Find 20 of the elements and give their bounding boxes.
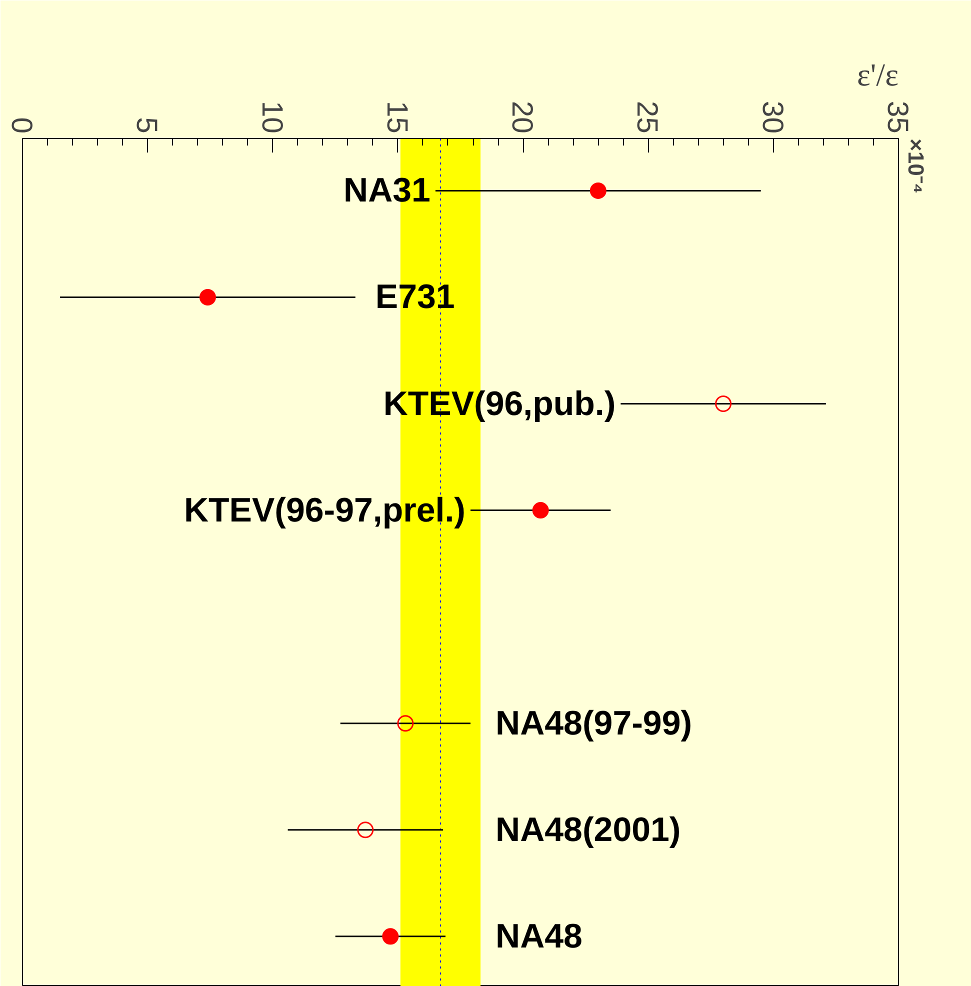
x-tick-label: 15 bbox=[380, 100, 414, 134]
x-axis-title: ε'/ε bbox=[856, 56, 898, 92]
y-tick-label: NA48(97-99) bbox=[496, 704, 692, 742]
x-tick-label: 10 bbox=[255, 100, 288, 134]
point bbox=[199, 289, 216, 306]
x-tick-label: 20 bbox=[506, 100, 539, 134]
y-tick-label: NA48(2001) bbox=[496, 810, 681, 849]
point bbox=[397, 715, 414, 732]
point bbox=[590, 182, 606, 199]
x-tick-label: 25 bbox=[630, 100, 664, 134]
x-tick-label: 5 bbox=[130, 117, 164, 134]
y-tick-label: NA48 bbox=[496, 917, 582, 956]
x-tick-label: 35 bbox=[881, 100, 914, 134]
text: ×10⁻⁴ bbox=[904, 138, 928, 194]
point bbox=[715, 396, 732, 412]
x-tick-label: 30 bbox=[756, 100, 789, 134]
point bbox=[532, 502, 549, 519]
point bbox=[357, 822, 374, 838]
point bbox=[382, 928, 399, 945]
x-tick-label: 0 bbox=[5, 117, 38, 134]
